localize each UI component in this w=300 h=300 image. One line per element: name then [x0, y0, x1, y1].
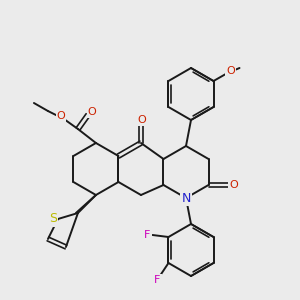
Text: O: O: [138, 115, 146, 125]
Text: O: O: [229, 180, 238, 190]
Text: F: F: [144, 230, 151, 240]
Text: F: F: [154, 275, 161, 285]
Text: O: O: [226, 66, 235, 76]
Text: N: N: [181, 191, 191, 205]
Text: O: O: [88, 107, 96, 117]
Text: O: O: [57, 111, 65, 121]
Text: S: S: [49, 212, 57, 226]
